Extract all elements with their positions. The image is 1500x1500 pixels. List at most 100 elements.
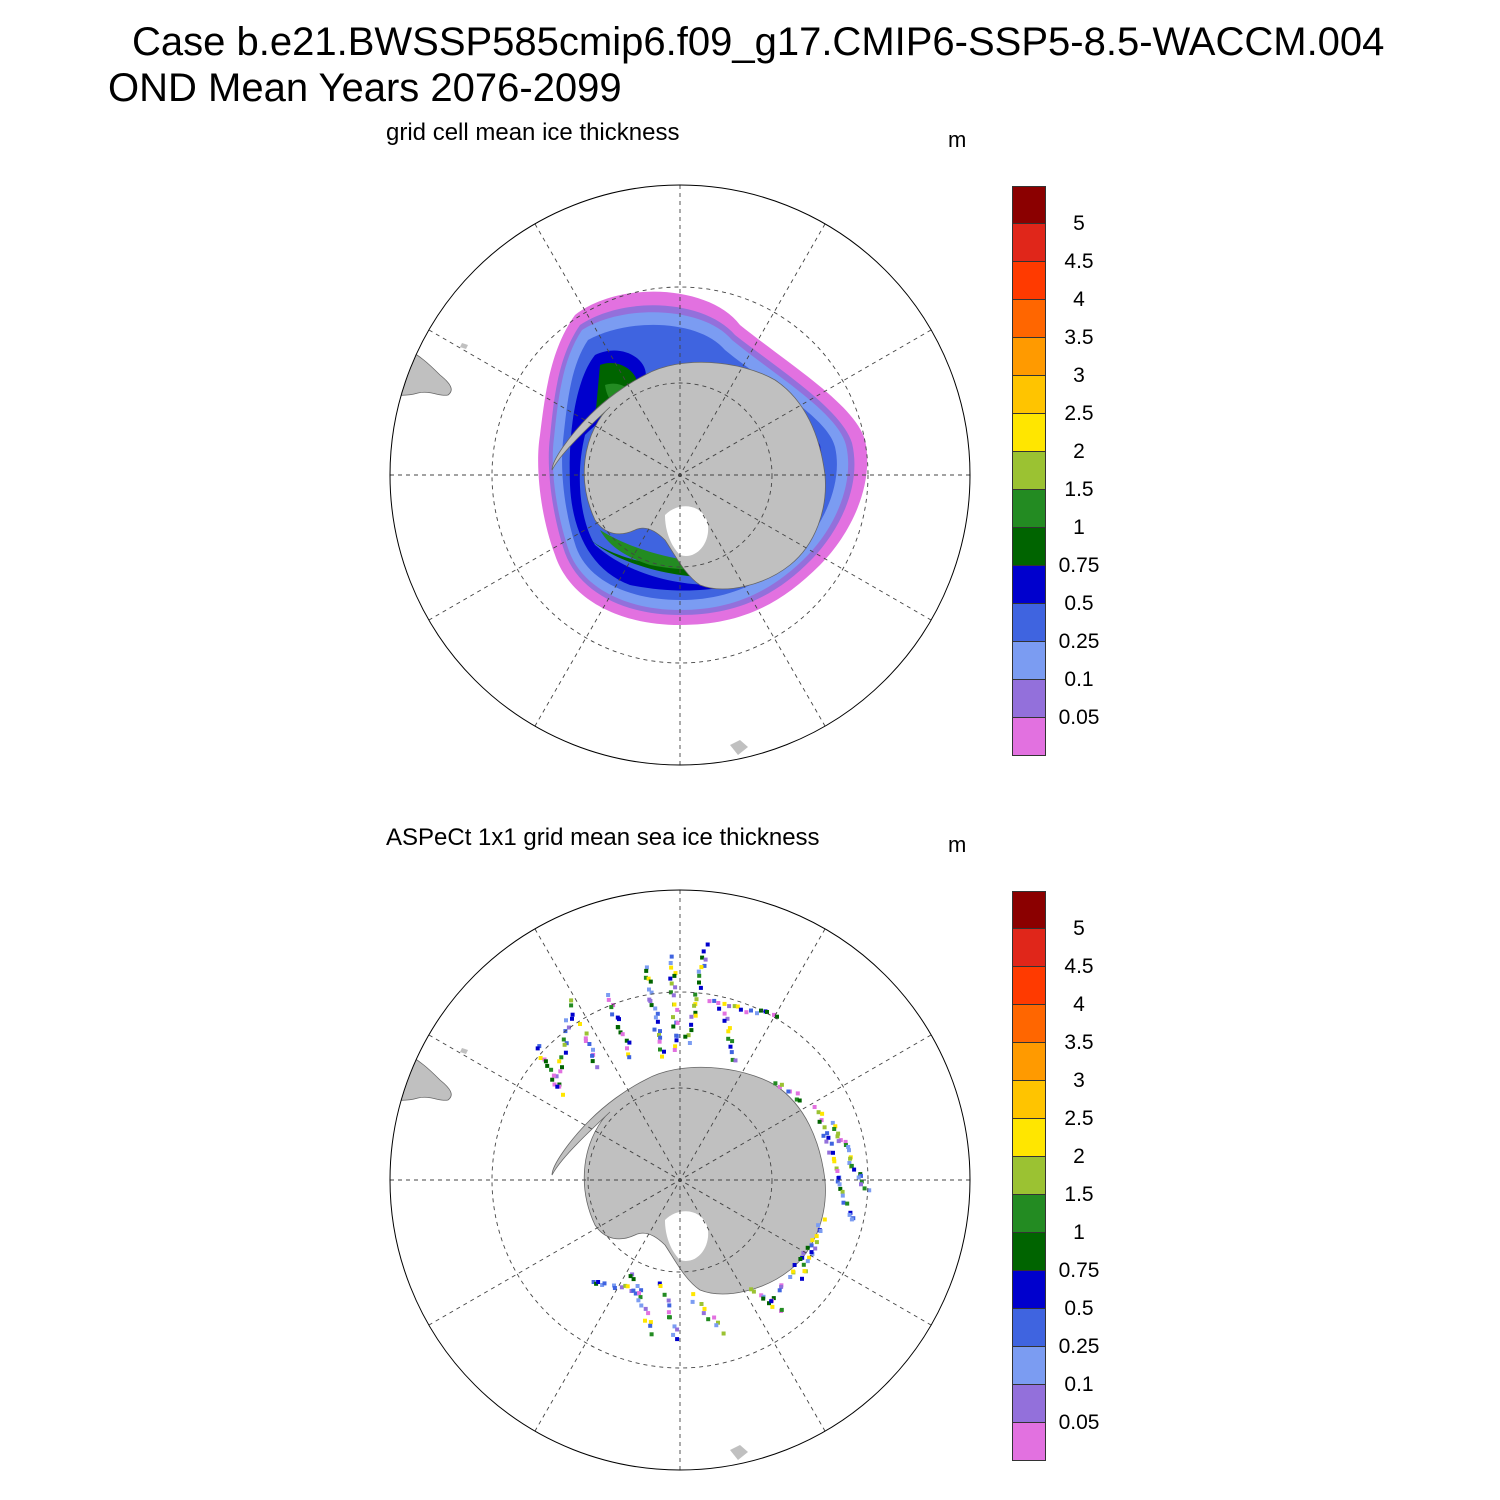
observation-cell: [631, 1288, 636, 1293]
observation-cell: [822, 1125, 827, 1130]
observation-tracks: [535, 942, 872, 1342]
observation-cell: [668, 990, 673, 995]
observation-cell: [583, 1036, 588, 1041]
observation-cell: [689, 1014, 694, 1019]
colorbar-label: 0.1: [1064, 1373, 1094, 1396]
observation-cell: [838, 1138, 843, 1143]
panel1-units: m: [948, 127, 967, 152]
observation-cell: [818, 1229, 823, 1233]
observation-cell: [693, 992, 698, 997]
observation-cell: [636, 1298, 641, 1303]
observation-cell: [814, 1234, 819, 1239]
observation-cell: [667, 1303, 672, 1308]
observation-cell: [669, 965, 674, 970]
observation-cell: [735, 1004, 740, 1009]
observation-cell: [564, 1018, 568, 1023]
observation-cell: [619, 1285, 624, 1290]
observation-cell: [627, 1040, 632, 1045]
observation-cell: [722, 1011, 727, 1016]
observation-cell: [689, 1022, 694, 1027]
observation-cell: [770, 1304, 775, 1309]
observation-cell: [691, 1292, 696, 1297]
observation-cell: [626, 1052, 631, 1057]
colorbar-label: 0.25: [1058, 1335, 1100, 1358]
observation-cell: [843, 1139, 848, 1144]
falklands-land: [460, 343, 468, 349]
antarctica-land: [551, 361, 826, 590]
observation-cell: [655, 1019, 660, 1024]
observation-cell: [675, 1007, 680, 1012]
observation-cell: [563, 1050, 568, 1055]
observation-cell: [727, 1026, 732, 1031]
observation-cell: [671, 1024, 676, 1029]
observation-cell: [751, 1289, 756, 1294]
south-america-land: [390, 334, 452, 396]
observation-cell: [759, 1293, 764, 1298]
observation-cell: [658, 1284, 663, 1288]
observation-cell: [791, 1269, 796, 1274]
observation-cell: [835, 1134, 840, 1139]
observation-cell: [701, 1311, 706, 1316]
colorbar-swatch: [1012, 1119, 1046, 1157]
observation-cell: [738, 1007, 743, 1012]
colorbar-swatch: [1012, 452, 1046, 490]
observation-cell: [702, 963, 707, 968]
observation-cell: [637, 1291, 641, 1296]
observation-cell: [749, 1008, 753, 1013]
colorbar-swatch: [1012, 300, 1046, 338]
ross-ice-shelf: [665, 1211, 709, 1261]
observation-cell: [717, 1006, 722, 1011]
observation-cell: [726, 1036, 731, 1041]
antarctica-land: [551, 1066, 826, 1295]
colorbar-label: 2.5: [1064, 402, 1094, 425]
colorbar-swatch: [1012, 1423, 1046, 1461]
colorbar-swatch: [1012, 929, 1046, 967]
observation-cell: [647, 987, 651, 992]
colorbar-swatch: [1012, 1309, 1046, 1347]
observation-cell: [561, 1037, 566, 1042]
observation-cell: [716, 1001, 721, 1005]
colorbar-label: 4.5: [1064, 250, 1094, 273]
observation-cell: [840, 1193, 845, 1198]
observation-cell: [657, 1281, 662, 1286]
observation-cell: [646, 1311, 651, 1316]
observation-cell: [667, 1315, 671, 1320]
observation-cell: [673, 1044, 678, 1049]
observation-cell: [835, 1179, 840, 1184]
observation-cell: [655, 1011, 660, 1016]
observation-cell: [867, 1188, 872, 1193]
observation-cell: [591, 1047, 595, 1052]
colorbar-swatch: [1012, 1157, 1046, 1195]
observation-cell: [836, 1131, 841, 1136]
observation-cell: [557, 1059, 562, 1064]
colorbar-swatch: [1012, 224, 1046, 262]
observation-cell: [535, 1046, 540, 1051]
observation-cell: [596, 1280, 601, 1284]
south-america-land: [390, 1039, 452, 1101]
observation-cell: [712, 998, 717, 1003]
observation-cell: [706, 1317, 711, 1322]
observation-cell: [689, 1028, 694, 1033]
observation-cell: [562, 1042, 567, 1047]
observation-cell: [653, 1006, 658, 1011]
colorbar-swatch: [1012, 680, 1046, 718]
observation-cell: [666, 1310, 671, 1315]
colorbar-label: 3: [1073, 1069, 1085, 1092]
observation-cell: [826, 1135, 831, 1140]
colorbar-swatch: [1012, 1271, 1046, 1309]
observation-cell: [628, 1274, 633, 1279]
observation-cell: [669, 954, 674, 959]
ice-band-1: [585, 363, 795, 579]
colorbar-label: 4: [1073, 993, 1085, 1016]
observation-cell: [845, 1201, 850, 1206]
panel1-colorbar: 5 4.5 4 3.5 3 2.5 2 1.5 1 0.75 0.5 0.25 0.1 0.05: [1012, 186, 1112, 758]
observation-cell: [673, 971, 678, 976]
observation-cell: [824, 1139, 829, 1144]
observation-cell: [773, 1081, 778, 1086]
observation-cell: [859, 1179, 864, 1184]
observation-cell: [549, 1067, 554, 1072]
colorbar-swatch: [1012, 1385, 1046, 1423]
observation-cell: [648, 1320, 653, 1325]
observation-cell: [721, 1331, 726, 1336]
observation-cell: [666, 1298, 671, 1303]
